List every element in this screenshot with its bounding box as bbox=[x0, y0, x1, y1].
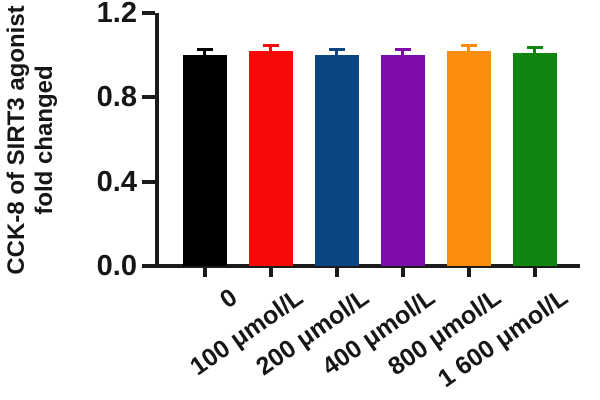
bar-error-stem bbox=[335, 48, 338, 58]
bar-error-cap bbox=[395, 47, 411, 51]
bar bbox=[183, 55, 227, 266]
x-axis-tick bbox=[533, 268, 537, 277]
bar-error-cap bbox=[263, 43, 279, 47]
bar-error-cap bbox=[461, 43, 477, 47]
bar bbox=[315, 55, 359, 266]
y-axis-tick bbox=[142, 11, 155, 15]
bar-error-stem bbox=[203, 48, 206, 58]
bar-error-cap bbox=[329, 47, 345, 51]
y-axis-tick bbox=[142, 179, 155, 184]
x-axis-tick bbox=[467, 268, 471, 277]
x-axis-tick bbox=[401, 268, 405, 277]
y-axis-tick-label: 0.0 bbox=[96, 250, 137, 282]
y-axis-tick bbox=[142, 95, 155, 100]
bar-error-cap bbox=[197, 47, 213, 51]
bar-error-stem bbox=[467, 44, 470, 53]
bar bbox=[447, 50, 491, 266]
bar bbox=[249, 50, 293, 266]
y-axis-line bbox=[155, 13, 159, 268]
bar bbox=[513, 53, 557, 266]
bar-error-stem bbox=[401, 48, 404, 58]
y-axis-label: CCK-8 of SIRT3 agonist fold changed bbox=[3, 0, 61, 282]
bar-error-stem bbox=[269, 44, 272, 53]
y-axis-tick-label: 0.8 bbox=[96, 81, 137, 114]
x-axis-line bbox=[143, 264, 580, 268]
bar bbox=[381, 55, 425, 266]
x-axis-tick-label: 0 bbox=[215, 283, 243, 315]
bar-error-stem bbox=[533, 46, 536, 56]
y-axis-label-line1: CCK-8 of SIRT3 agonist bbox=[3, 5, 30, 275]
y-axis-tick-label: 1.2 bbox=[96, 0, 137, 29]
y-axis-tick bbox=[142, 264, 155, 268]
x-axis-tick bbox=[203, 268, 207, 277]
x-axis-tick bbox=[335, 268, 339, 277]
y-axis-label-line2: fold changed bbox=[31, 65, 58, 215]
bar-error-cap bbox=[527, 45, 543, 49]
x-axis-tick bbox=[269, 268, 273, 277]
y-axis-tick-label: 0.4 bbox=[96, 165, 137, 198]
